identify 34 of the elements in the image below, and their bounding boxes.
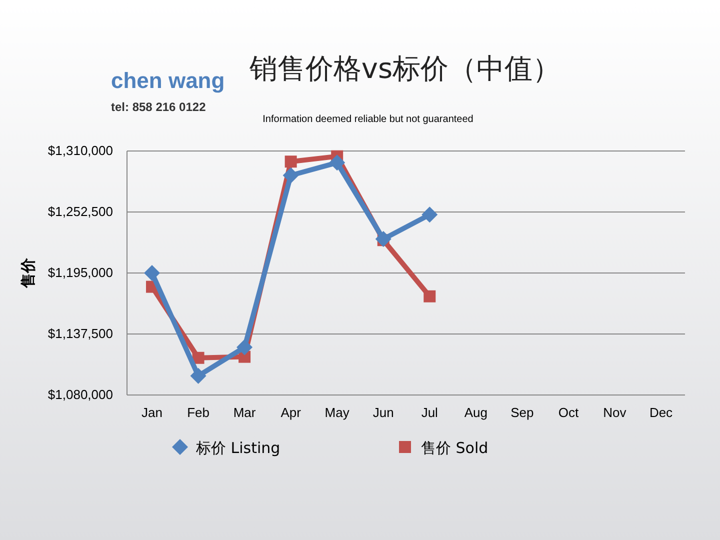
y-tick-label: $1,310,000 [48, 143, 113, 158]
point [422, 206, 438, 223]
point [236, 339, 253, 356]
x-tick-label: Apr [280, 405, 302, 420]
text: tel: 858 216 0122 [111, 100, 206, 114]
y-tick-label: $1,137,500 [48, 326, 113, 341]
chart-title: 销售价格vs标价（中值） [248, 52, 561, 85]
point [190, 368, 206, 384]
x-tick-label: Nov [603, 405, 627, 420]
x-tick-label: May [324, 405, 350, 420]
y-tick-label: $1,195,000 [48, 265, 113, 280]
point [144, 265, 160, 281]
x-tick-label: Jul [421, 405, 438, 420]
point [284, 156, 297, 168]
text: chen wang [111, 68, 225, 93]
y-axis-title: 售价 [19, 257, 37, 289]
point [375, 231, 392, 248]
point [329, 154, 346, 171]
x-tick-label: Jun [372, 405, 394, 420]
x-tick-label: Dec [649, 405, 674, 420]
point [192, 352, 204, 364]
x-tick-label: Aug [464, 405, 488, 420]
x-tick-label: Jan [142, 405, 162, 420]
legend-label: 标价 Listing [195, 439, 280, 457]
text: Information deemed reliable but not guaranteed [262, 114, 474, 125]
x-tick-label: Sep [510, 405, 534, 420]
y-tick-label: $1,252,500 [48, 204, 113, 219]
legend-label: 售价 Sold [421, 439, 488, 457]
x-tick-label: Mar [233, 405, 256, 420]
x-tick-label: Oct [558, 405, 579, 420]
y-tick-label: $1,080,000 [48, 387, 113, 402]
point [282, 167, 299, 184]
x-tick-label: Feb [187, 405, 210, 420]
point [424, 290, 436, 302]
